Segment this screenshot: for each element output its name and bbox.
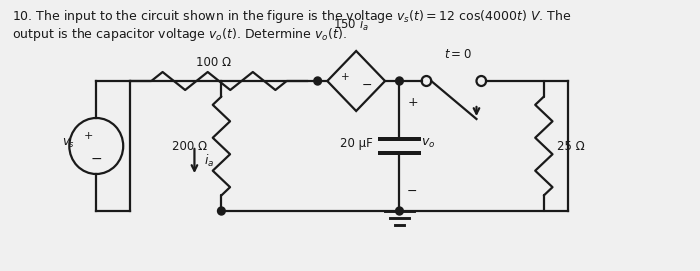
Circle shape — [218, 207, 225, 215]
Text: 100 Ω: 100 Ω — [196, 56, 231, 69]
Circle shape — [395, 77, 403, 85]
Circle shape — [314, 77, 321, 85]
Text: −: − — [90, 152, 102, 166]
Text: 200 Ω: 200 Ω — [172, 140, 207, 153]
Text: 25 Ω: 25 Ω — [557, 140, 585, 153]
Text: −: − — [361, 79, 372, 92]
Text: 10. The input to the circuit shown in the figure is the voltage $v_s(t) = 12$ co: 10. The input to the circuit shown in th… — [12, 8, 571, 25]
Text: 20 μF: 20 μF — [340, 137, 372, 150]
Text: −: − — [407, 185, 418, 198]
Text: $v_s$: $v_s$ — [62, 137, 75, 150]
Text: +: + — [407, 96, 418, 109]
Circle shape — [395, 207, 403, 215]
Text: output is the capacitor voltage $v_o(t)$. Determine $v_o(t)$.: output is the capacitor voltage $v_o(t)$… — [12, 26, 346, 43]
Text: $v_o$: $v_o$ — [421, 137, 435, 150]
Text: +: + — [84, 131, 93, 141]
Text: $t = 0$: $t = 0$ — [444, 48, 472, 61]
Text: $i_a$: $i_a$ — [204, 153, 214, 169]
Text: +: + — [342, 72, 350, 82]
Text: 150 $i_a$: 150 $i_a$ — [333, 17, 370, 33]
